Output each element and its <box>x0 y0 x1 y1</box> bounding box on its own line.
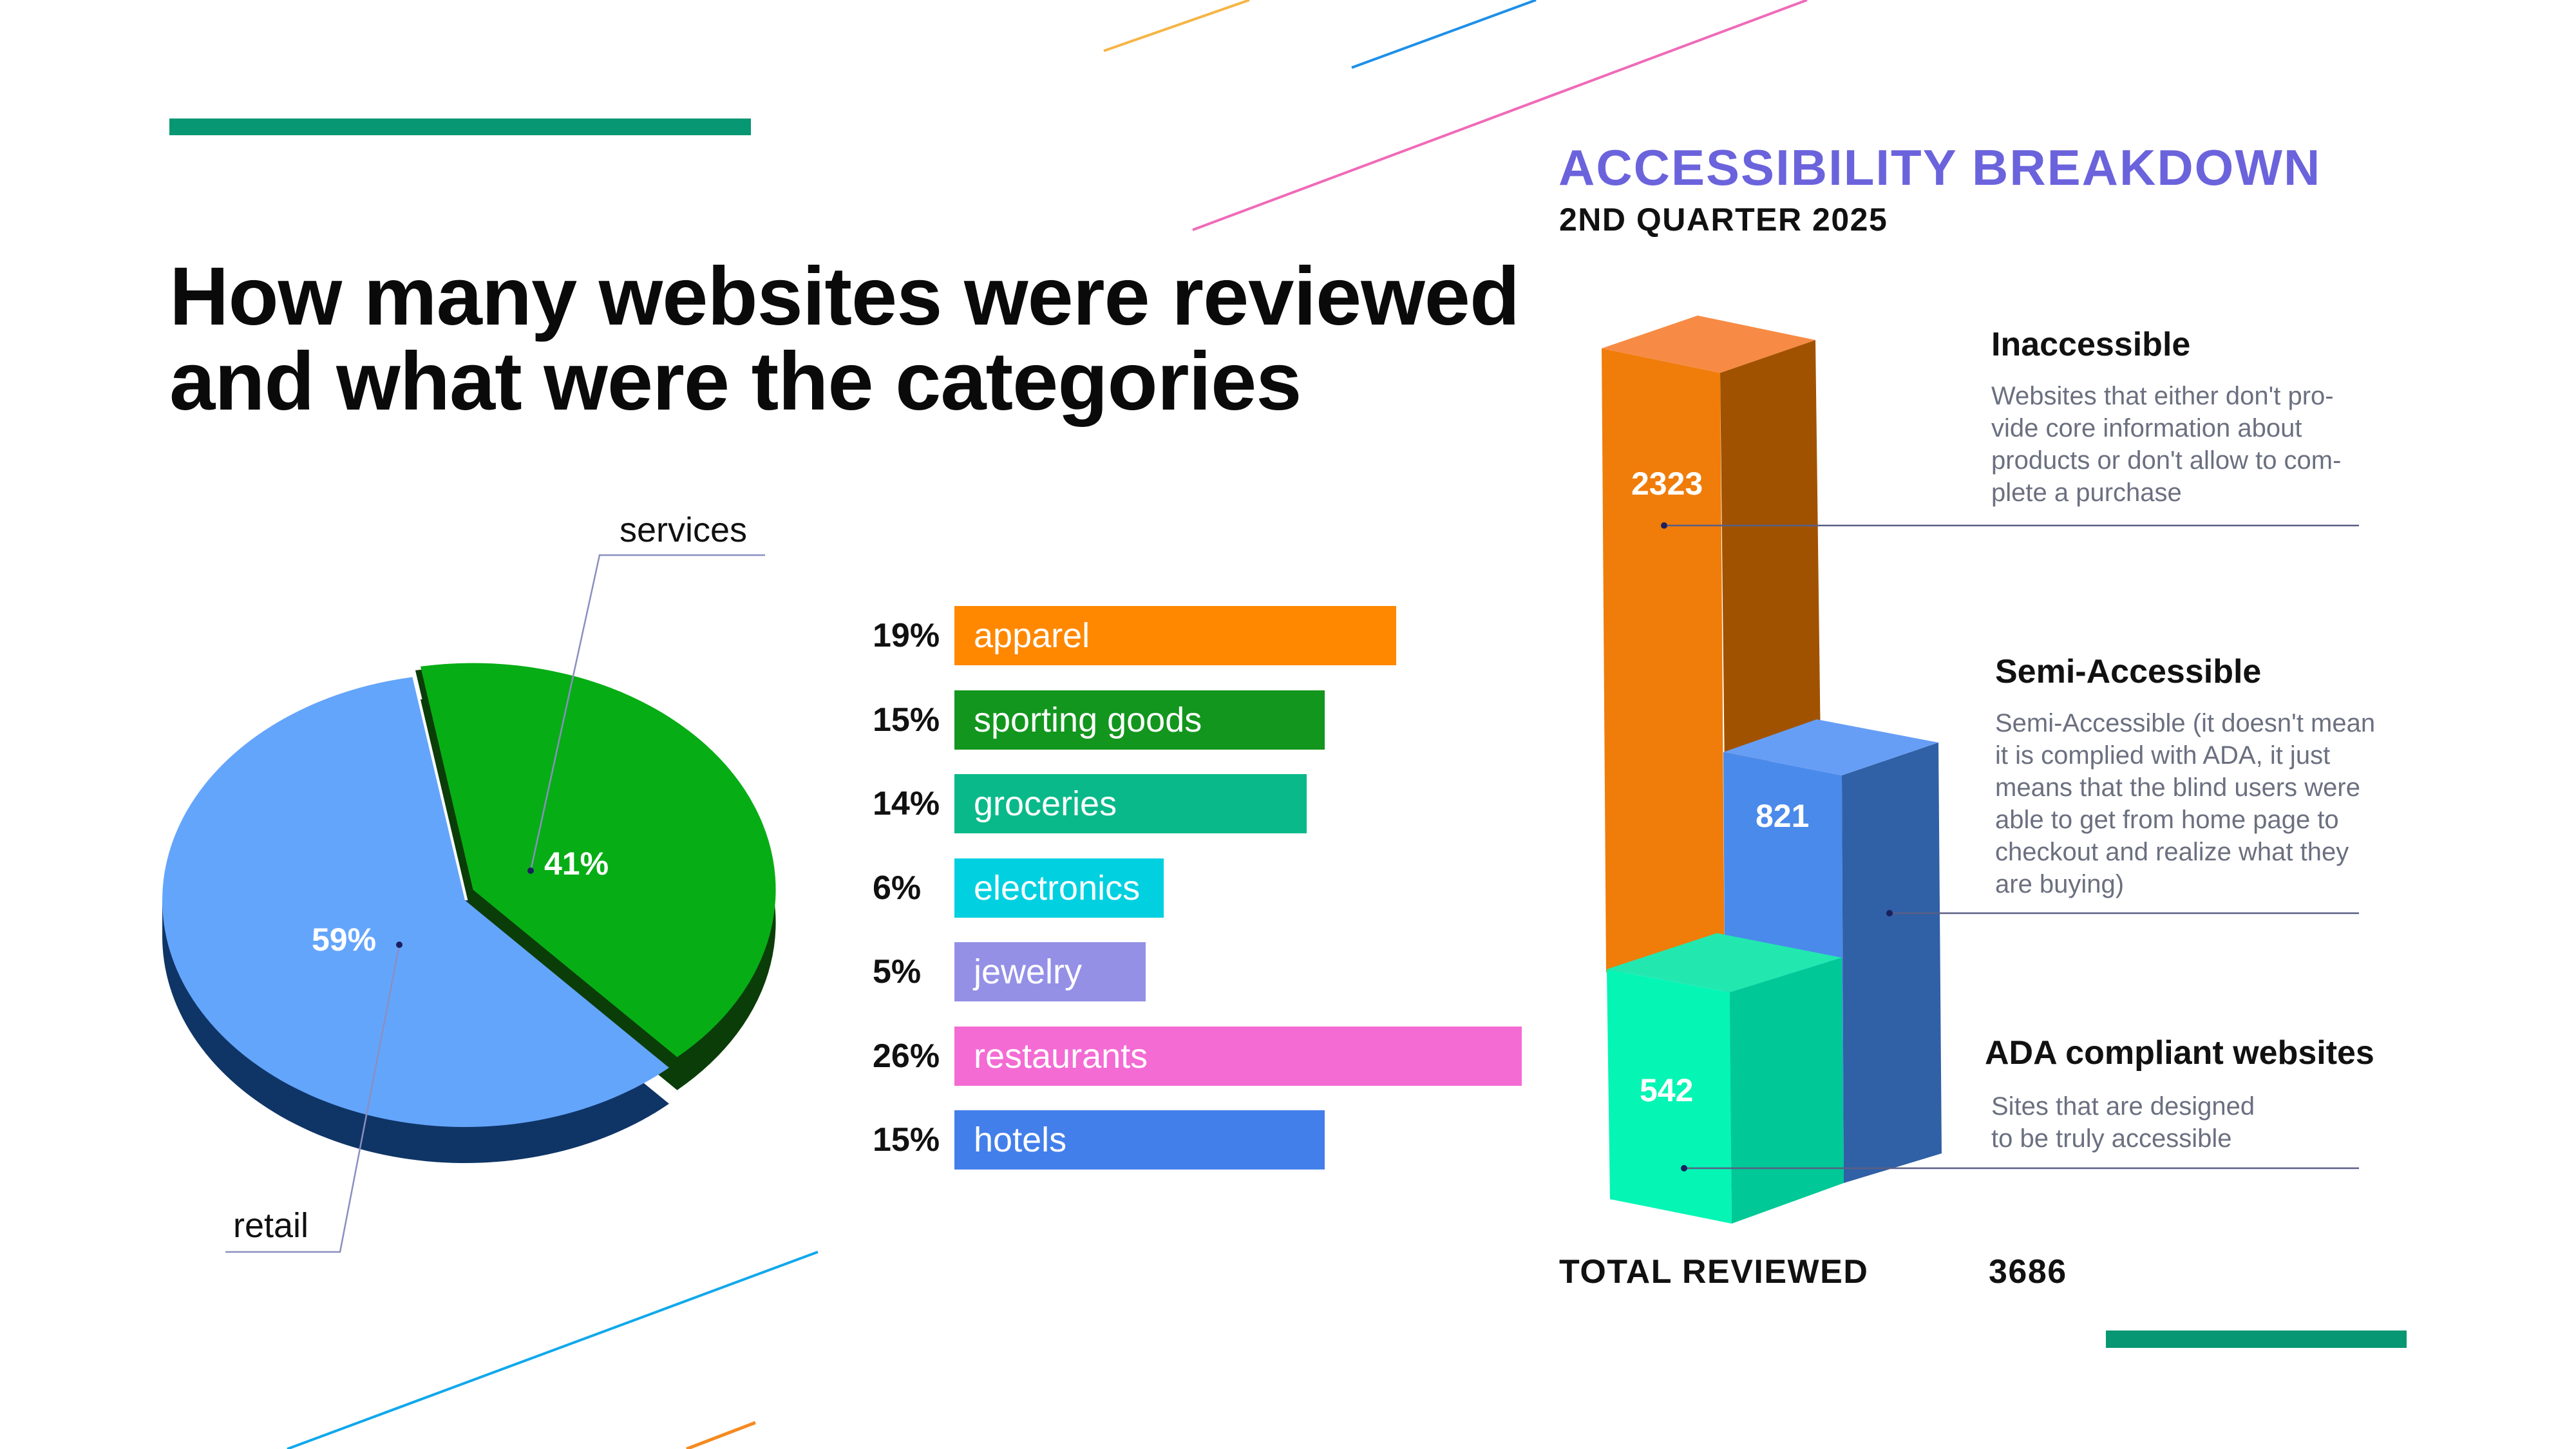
decor-line-pink-top <box>1192 0 1808 231</box>
total-reviewed-label: TOTAL REVIEWED <box>1559 1253 1869 1291</box>
desc-line: vide core information about <box>1991 414 2302 442</box>
bar-category-label: jewelry <box>974 952 1083 991</box>
desc-line: are buying) <box>1995 870 2125 898</box>
page-title-line-2: and what were the categories <box>169 336 1302 428</box>
bar-groceries: groceries <box>954 774 1307 833</box>
decor-line-orange-top <box>1103 0 1250 52</box>
bar-category-label: apparel <box>974 616 1090 655</box>
bar-inaccessible-front <box>1602 348 1725 972</box>
bar-ada-top <box>1607 933 1842 992</box>
bar-category-label: hotels <box>974 1121 1067 1159</box>
total-reviewed-value: 3686 <box>1989 1253 2067 1291</box>
leader-dot-retail <box>396 942 402 948</box>
category-desc-inaccessible: Websites that either don't pro- vide cor… <box>1991 380 2341 509</box>
desc-line: it is complied with ADA, it just <box>1995 741 2331 770</box>
pie-slice-services <box>420 663 776 1057</box>
bar-jewelry: jewelry <box>954 942 1146 1001</box>
category-title-inaccessible: Inaccessible <box>1991 326 2191 363</box>
bar-hotels: hotels <box>954 1110 1325 1170</box>
pie-value-services: 41% <box>544 846 609 882</box>
leader-retail <box>225 944 401 1253</box>
bar-ada-front <box>1607 969 1732 1224</box>
decor-line-blue-top <box>1351 0 1537 69</box>
decor-line-blue-bottom <box>287 1251 819 1449</box>
desc-line: products or don't allow to com- <box>1991 446 2342 475</box>
bar-apparel: apparel <box>954 606 1397 665</box>
desc-line: Semi-Accessible (it doesn't mean <box>1995 709 2376 737</box>
page-title-line-1: How many websites were reviewed <box>169 251 1520 343</box>
pie-slice-retail <box>162 677 669 1127</box>
category-desc-ada-compliant: Sites that are designed to be truly acce… <box>1991 1090 2255 1155</box>
desc-line: Sites that are designed <box>1991 1092 2255 1121</box>
desc-line: checkout and realize what they <box>1995 838 2349 866</box>
bar-value-label: 6% <box>873 869 922 907</box>
bar-semi-top <box>1723 719 1938 775</box>
bar-value-label: 14% <box>873 785 940 822</box>
bar-value-label: 15% <box>873 1121 940 1159</box>
leader-dot-services <box>527 867 534 874</box>
value-ada-compliant: 542 <box>1640 1072 1694 1108</box>
bar-value-label: 19% <box>873 617 940 654</box>
desc-line: plete a purchase <box>1991 478 2182 507</box>
pie-label-retail: retail <box>233 1206 309 1245</box>
bar-restaurants: restaurants <box>954 1026 1522 1086</box>
accent-bar-bottom <box>2106 1331 2407 1348</box>
bar-category-label: restaurants <box>974 1036 1148 1075</box>
category-title-ada-compliant: ADA compliant websites <box>1985 1034 2374 1072</box>
bar-value-label: 26% <box>873 1037 940 1075</box>
bar-category-label: sporting goods <box>974 700 1202 739</box>
bar-inaccessible <box>1602 316 1821 972</box>
leader-services <box>529 554 765 871</box>
desc-line: means that the blind users were <box>1995 773 2360 802</box>
bar-inaccessible-side <box>1720 340 1821 773</box>
desc-line: able to get from home page to <box>1995 806 2339 834</box>
desc-line: Websites that either don't pro- <box>1991 382 2334 410</box>
breakdown-subtitle: 2ND QUARTER 2025 <box>1559 202 1888 238</box>
bar-electronics: electronics <box>954 858 1164 918</box>
bar-value-label: 5% <box>873 953 922 990</box>
page-title: How many websites were reviewed and what… <box>169 251 1520 428</box>
bar-inaccessible-top <box>1602 316 1815 373</box>
bar-category-label: electronics <box>974 868 1141 907</box>
leader-dot-ada <box>1681 1165 1687 1171</box>
category-desc-semi-accessible: Semi-Accessible (it doesn't mean it is c… <box>1995 707 2375 900</box>
bar-category-label: groceries <box>974 784 1117 823</box>
bar-ada-side <box>1730 958 1844 1224</box>
leader-dot-inaccessible <box>1661 522 1667 529</box>
decor-line-orange-bottom <box>686 1421 756 1449</box>
value-semi-accessible: 821 <box>1756 798 1810 834</box>
bar-sporting-goods: sporting goods <box>954 690 1325 750</box>
accent-bar-top <box>169 118 751 135</box>
breakdown-title: ACCESSIBILITY BREAKDOWN <box>1558 139 2322 196</box>
leader-dot-semi <box>1886 910 1893 916</box>
pie-label-services: services <box>620 511 748 549</box>
category-title-semi-accessible: Semi-Accessible <box>1995 653 2262 690</box>
value-inaccessible: 2323 <box>1631 466 1703 502</box>
desc-line: to be truly accessible <box>1991 1124 2232 1153</box>
bar-ada-compliant <box>1607 933 1844 1224</box>
pie-value-retail: 59% <box>312 922 377 958</box>
bar-value-label: 15% <box>873 701 940 739</box>
bar-semi-side <box>1842 743 1942 1183</box>
